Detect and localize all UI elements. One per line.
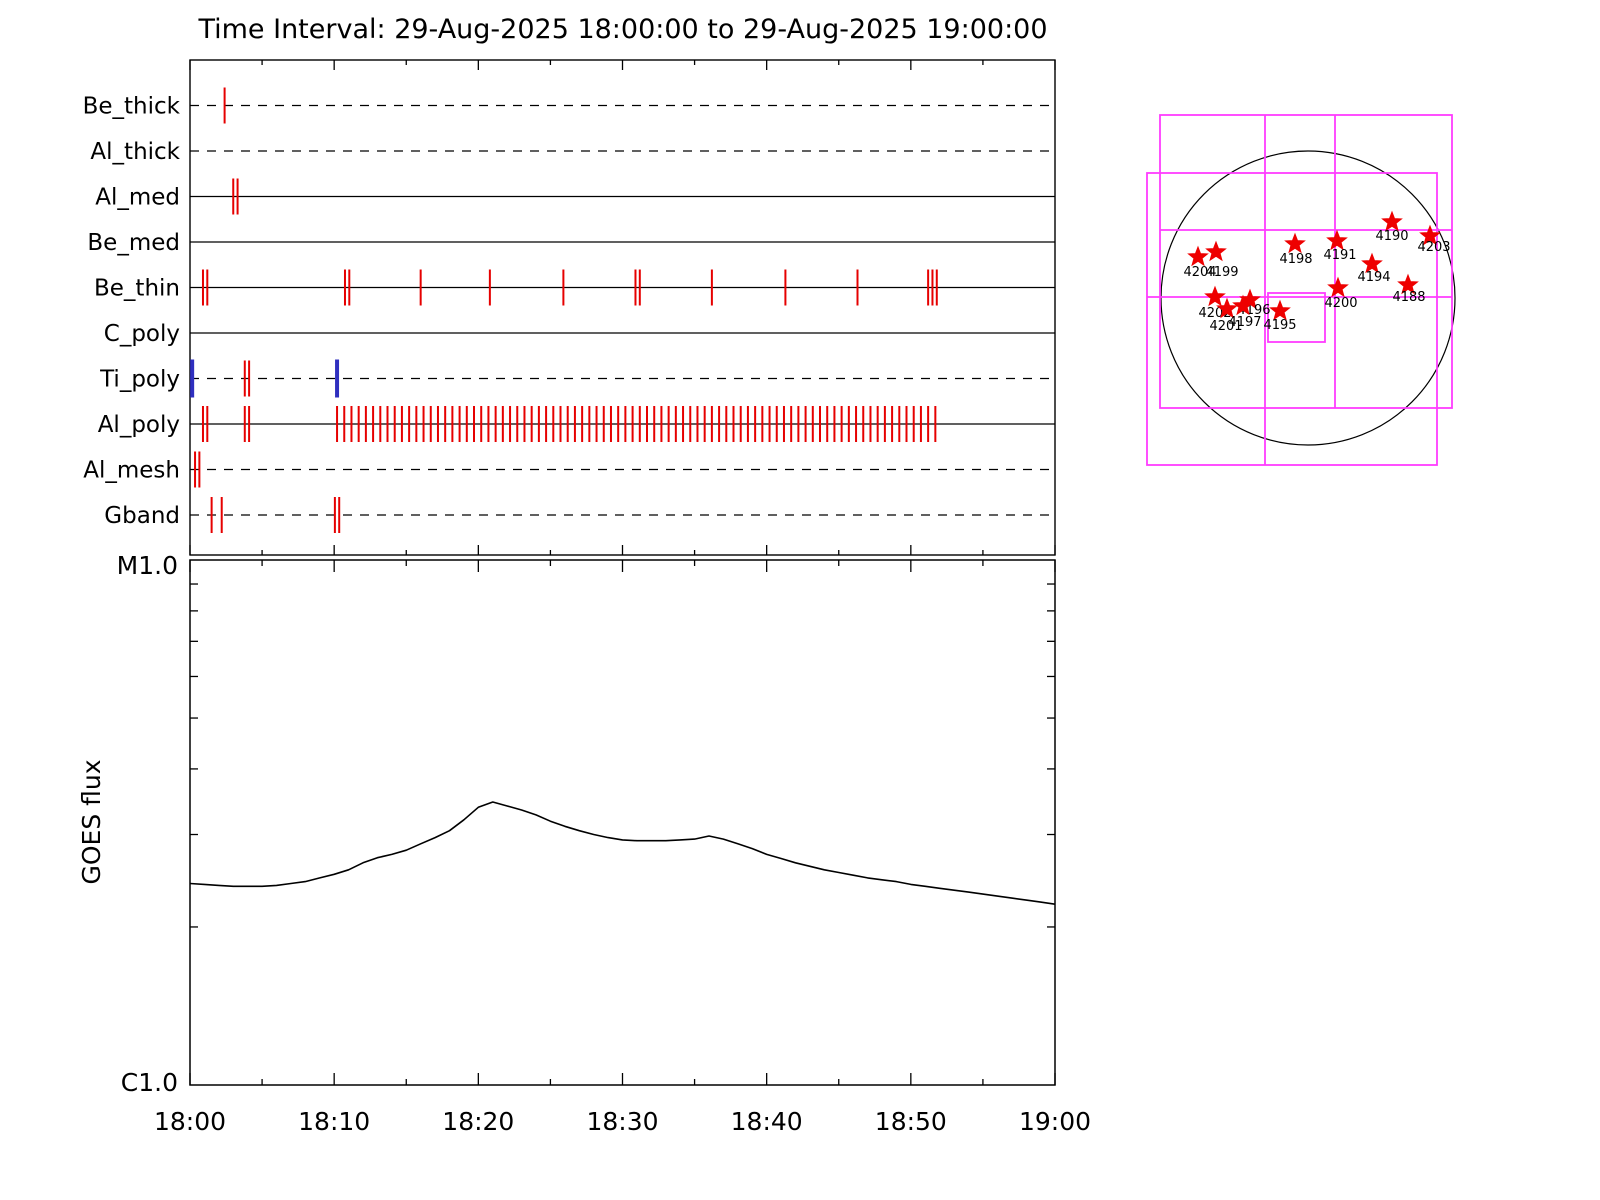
goes-y-top-label: M1.0 xyxy=(117,551,178,580)
x-axis-tick-label: 18:40 xyxy=(731,1107,803,1136)
goes-panel-border xyxy=(189,559,1056,1086)
channel-label-Al_thick: Al_thick xyxy=(90,139,180,165)
active-region-label-4190: 4190 xyxy=(1375,229,1408,244)
active-region-label-4195: 4195 xyxy=(1263,318,1296,333)
channel-label-Be_thin: Be_thin xyxy=(94,276,180,302)
active-region-star-4194 xyxy=(1361,252,1383,274)
active-region-label-4201: 4201 xyxy=(1209,319,1242,334)
active-region-star-4197 xyxy=(1232,294,1254,316)
fov-rect xyxy=(1267,292,1326,343)
active-region-star-4203 xyxy=(1419,224,1441,246)
active-region-star-4200 xyxy=(1327,276,1349,298)
x-axis-tick-label: 18:50 xyxy=(875,1107,947,1136)
active-region-star-4201 xyxy=(1216,297,1238,319)
active-region-label-4198: 4198 xyxy=(1279,252,1312,267)
active-region-label-4188: 4188 xyxy=(1392,290,1425,305)
x-axis-tick-label: 18:20 xyxy=(442,1107,514,1136)
active-region-label-4203: 4203 xyxy=(1417,240,1450,255)
channel-label-Be_thick: Be_thick xyxy=(83,94,181,120)
active-region-star-4190 xyxy=(1381,210,1403,232)
active-region-star-4199 xyxy=(1205,240,1227,262)
x-axis-tick-label: 19:00 xyxy=(1019,1107,1091,1136)
x-axis-tick-label: 18:30 xyxy=(586,1107,658,1136)
goes-y-bottom-label: C1.0 xyxy=(121,1068,178,1097)
active-region-label-4204: 4204 xyxy=(1183,265,1216,280)
channel-label-Al_poly: Al_poly xyxy=(98,412,180,438)
goes-flux-curve xyxy=(189,801,1056,905)
channel-label-Be_med: Be_med xyxy=(87,230,180,256)
plot-title: Time Interval: 29-Aug-2025 18:00:00 to 2… xyxy=(198,14,1048,45)
channel-label-C_poly: C_poly xyxy=(104,321,180,347)
fov-rect xyxy=(1146,172,1438,466)
active-region-star-4195 xyxy=(1269,299,1291,321)
active-region-star-4191 xyxy=(1326,229,1348,251)
active-region-star-4204 xyxy=(1187,245,1209,267)
solar-disk-limb xyxy=(1160,150,1456,446)
channel-label-Al_med: Al_med xyxy=(95,185,180,211)
x-axis-tick-label: 18:00 xyxy=(154,1107,226,1136)
active-region-star-4188 xyxy=(1397,273,1419,295)
active-region-star-4198 xyxy=(1284,232,1306,254)
goes-y-axis-title: GOES flux xyxy=(77,759,106,884)
active-region-label-4197: 4197 xyxy=(1228,315,1261,330)
active-region-label-4199: 4199 xyxy=(1205,265,1238,280)
x-axis-tick-label: 18:10 xyxy=(298,1107,370,1136)
channel-label-Ti_poly: Ti_poly xyxy=(99,367,180,393)
active-region-label-4191: 4191 xyxy=(1323,248,1356,263)
channel-label-Gband: Gband xyxy=(104,503,180,529)
active-region-label-4200: 4200 xyxy=(1324,296,1357,311)
channel-label-Al_mesh: Al_mesh xyxy=(83,458,180,484)
active-region-star-4202 xyxy=(1204,285,1226,307)
fov-rect xyxy=(1159,114,1453,409)
timeline-panel-border xyxy=(189,59,1056,556)
active-region-label-4194: 4194 xyxy=(1357,270,1390,285)
